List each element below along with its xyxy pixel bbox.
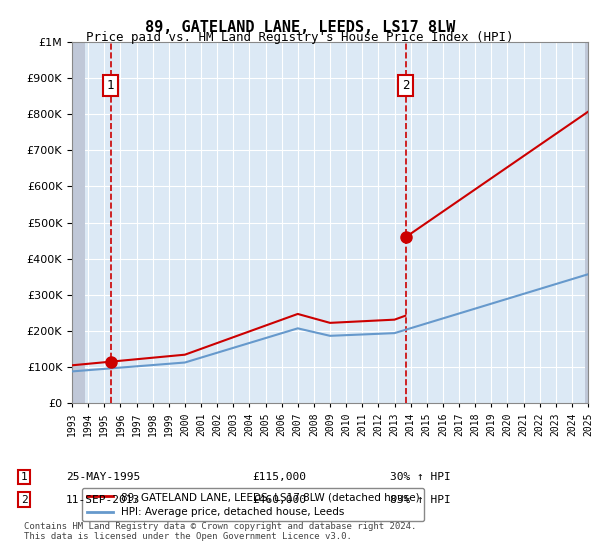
Text: 89, GATELAND LANE, LEEDS, LS17 8LW: 89, GATELAND LANE, LEEDS, LS17 8LW — [145, 20, 455, 35]
Text: 1: 1 — [107, 79, 115, 92]
Text: Contains HM Land Registry data © Crown copyright and database right 2024.
This d: Contains HM Land Registry data © Crown c… — [24, 522, 416, 542]
Text: £115,000: £115,000 — [252, 472, 306, 482]
Text: 2: 2 — [20, 494, 28, 505]
Text: 25-MAY-1995: 25-MAY-1995 — [66, 472, 140, 482]
Text: Price paid vs. HM Land Registry's House Price Index (HPI): Price paid vs. HM Land Registry's House … — [86, 31, 514, 44]
Text: 2: 2 — [402, 79, 410, 92]
Text: 11-SEP-2013: 11-SEP-2013 — [66, 494, 140, 505]
Text: 30% ↑ HPI: 30% ↑ HPI — [390, 472, 451, 482]
Text: £460,000: £460,000 — [252, 494, 306, 505]
Legend: 89, GATELAND LANE, LEEDS, LS17 8LW (detached house), HPI: Average price, detache: 89, GATELAND LANE, LEEDS, LS17 8LW (deta… — [82, 488, 424, 521]
Text: 1: 1 — [20, 472, 28, 482]
Text: 83% ↑ HPI: 83% ↑ HPI — [390, 494, 451, 505]
